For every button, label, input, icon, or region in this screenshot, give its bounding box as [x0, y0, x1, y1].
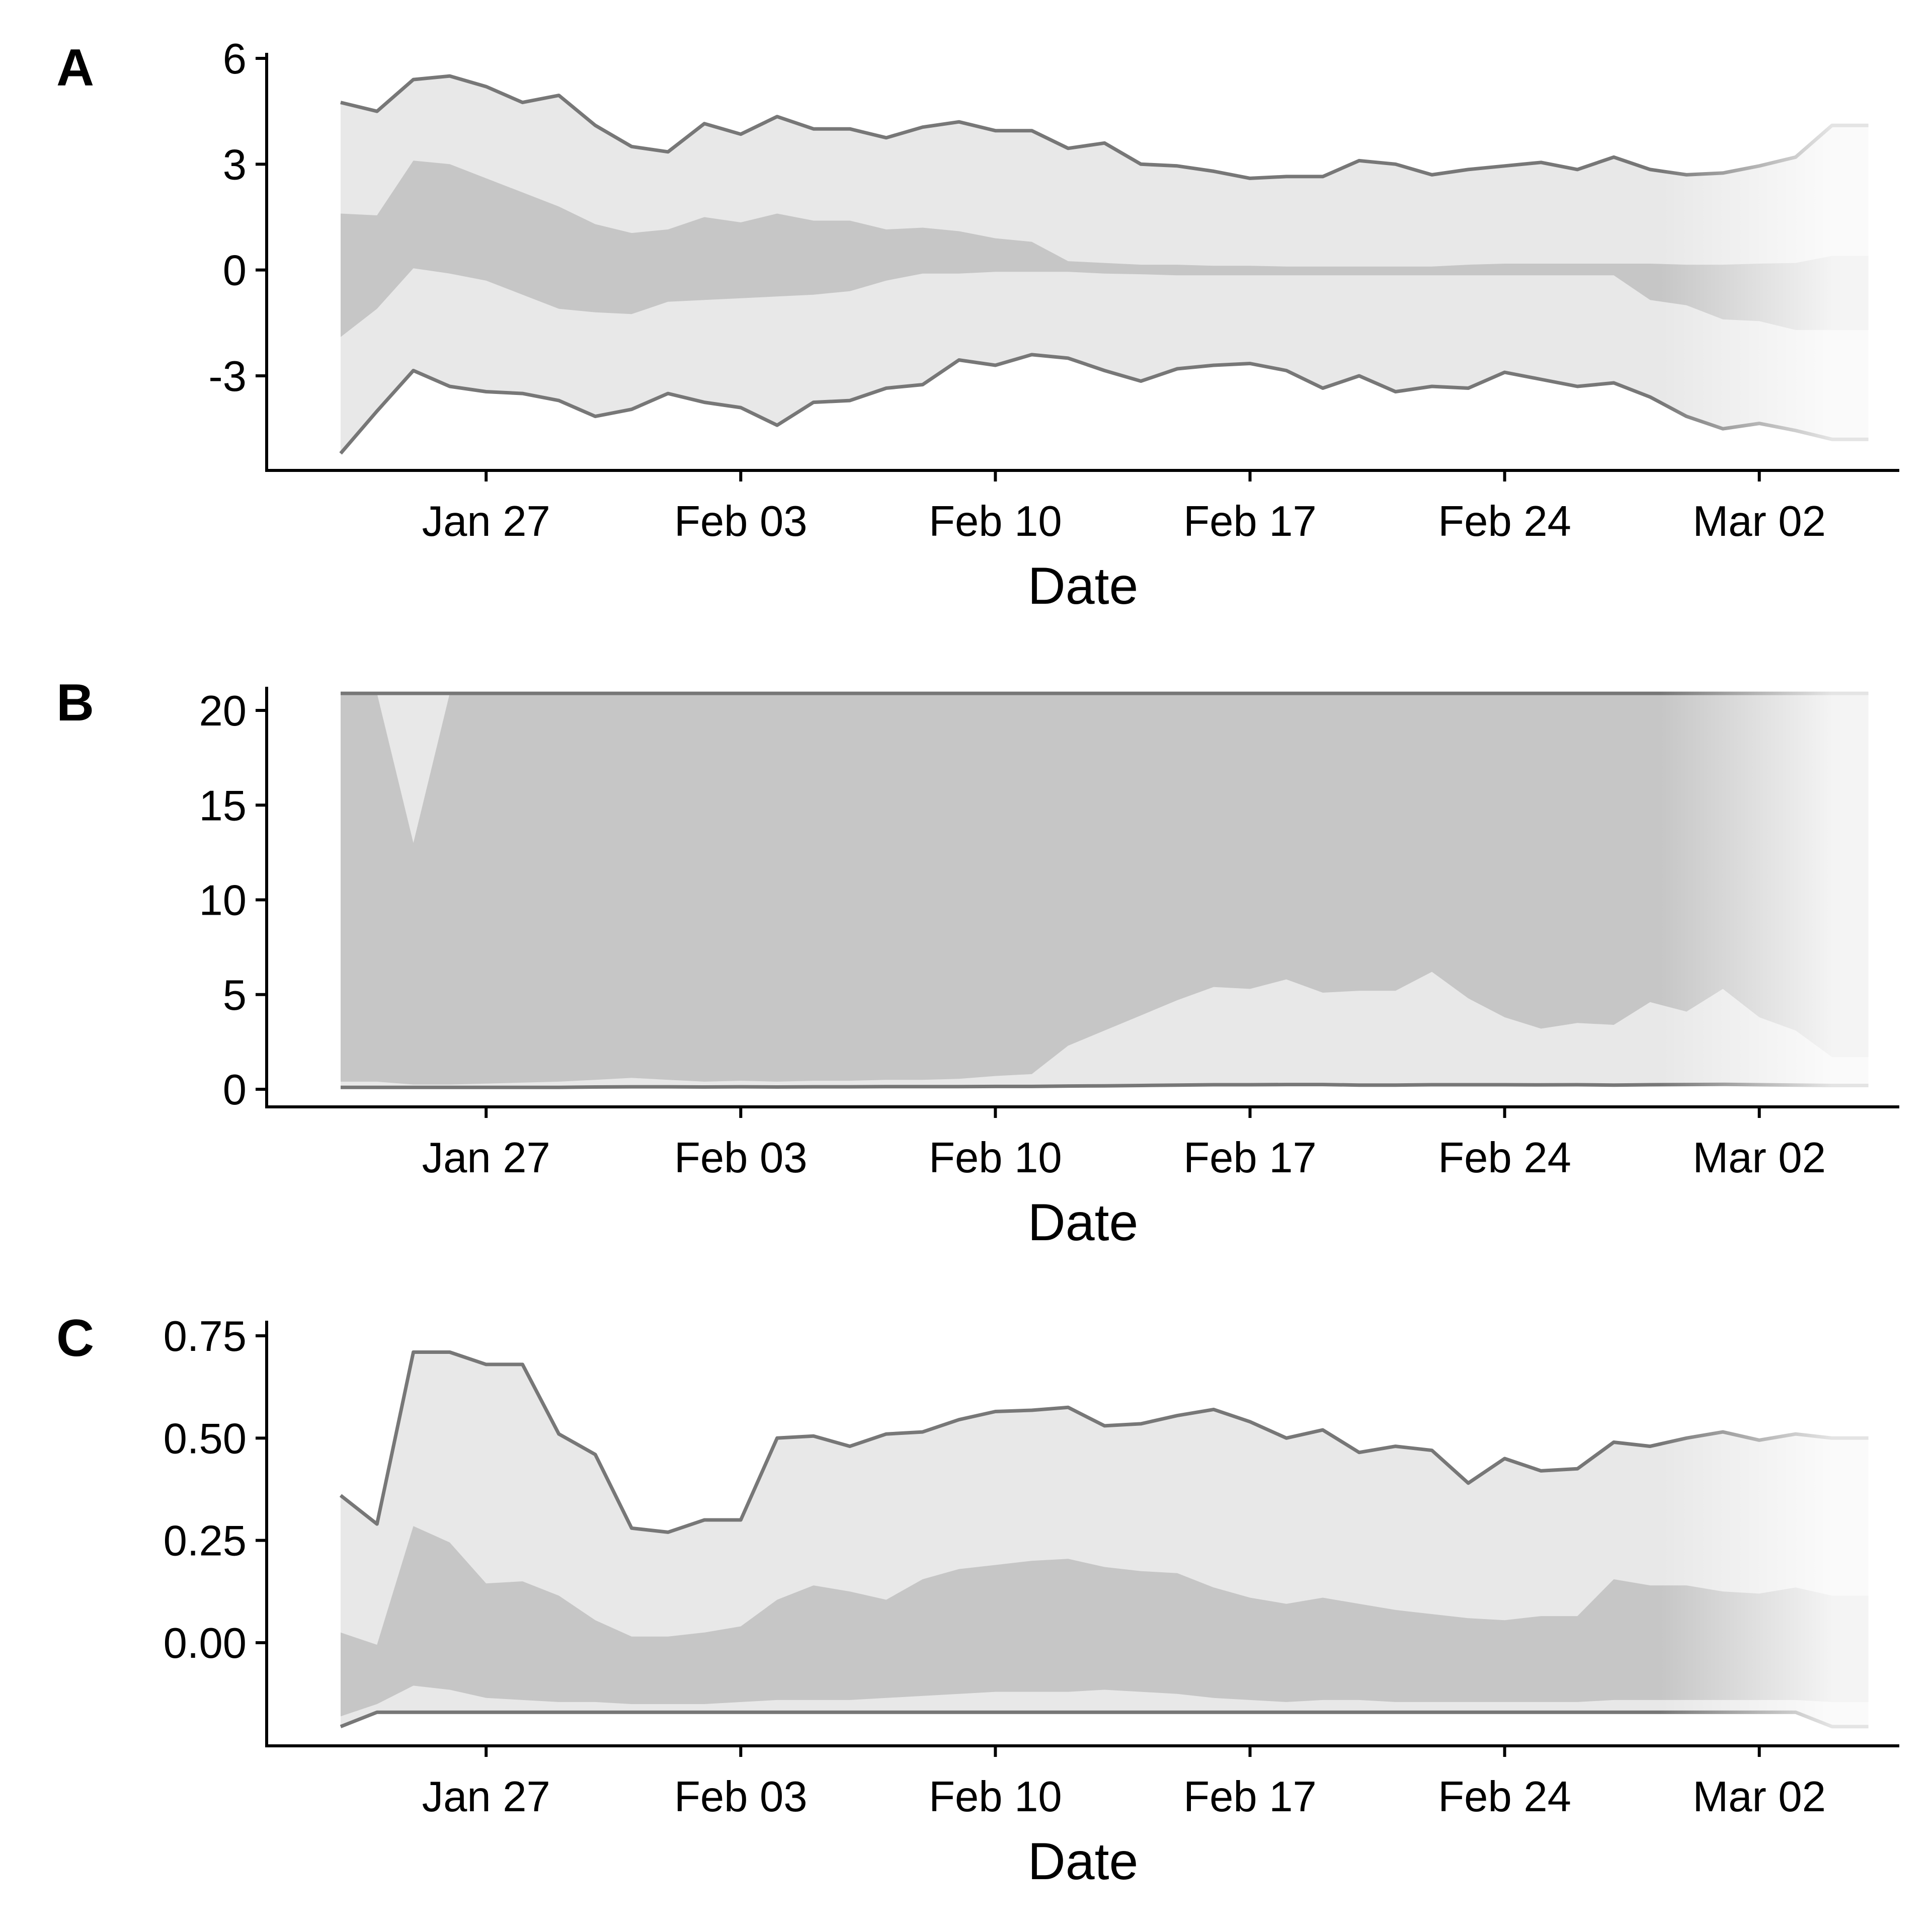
panel-c-y-tick-label: 0.50: [164, 1415, 247, 1463]
panel-a-x-tick-label: Feb 17: [1183, 498, 1317, 545]
panel-c-y-tick-label: 0.25: [164, 1517, 247, 1565]
panel-c-tag: C: [56, 1309, 94, 1367]
panel-a-tag: A: [56, 39, 94, 97]
panel-b-x-tick-label: Feb 24: [1438, 1134, 1571, 1182]
panel-c: C 0.75 0.50 0.25 0.00 Jan 27 Feb 03 Feb 10 Feb 1…: [56, 1309, 1899, 1891]
panel-c-recent-fade: [1468, 1311, 1873, 1736]
panel-b-x-tick-label: Feb 10: [929, 1134, 1062, 1182]
panel-c-x-tick-label: Feb 17: [1183, 1773, 1317, 1821]
panel-c-x-axis-title: Date: [1028, 1832, 1139, 1891]
panel-a-x-tick-label: Feb 03: [674, 498, 808, 545]
panel-c-x-tick-label: Mar 02: [1693, 1773, 1826, 1821]
panel-b-x-axis-title: Date: [1028, 1193, 1139, 1252]
panel-c-y-tick-label: 0.00: [164, 1620, 247, 1667]
panel-b-x-tick-label: Feb 03: [674, 1134, 808, 1182]
panel-a-x-tick-label: Feb 24: [1438, 498, 1571, 545]
panel-b-x-tick-label: Jan 27: [422, 1134, 550, 1182]
panel-a-inner-band: [341, 160, 1869, 337]
panel-a-y-tick-label: 0: [223, 247, 247, 295]
panel-c-x-tick-label: Feb 03: [674, 1773, 808, 1821]
panel-b-y-tick-label: 20: [199, 687, 247, 735]
panel-c-x-tick-label: Feb 10: [929, 1773, 1062, 1821]
panel-b: B 20 15 10 5 0 Jan 27 Feb 03 Feb 10 Feb 17 Feb 24 M…: [56, 674, 1899, 1252]
panel-b-y-tick-label: 0: [223, 1066, 247, 1114]
panel-b-tag: B: [56, 674, 94, 732]
panel-c-y-tick-label: 0.75: [164, 1313, 247, 1360]
panel-a-y-tick-label: 3: [223, 141, 247, 189]
panel-b-y-tick-label: 15: [199, 782, 247, 830]
panel-a-y-tick-label: 6: [223, 35, 247, 83]
panel-a-y-tick-label: -3: [208, 353, 247, 400]
panel-c-x-tick-label: Feb 24: [1438, 1773, 1571, 1821]
panel-c-x-tick-label: Jan 27: [422, 1773, 550, 1821]
panel-a: A 6 3 0 -3 Jan 27 Feb 03 Feb 10 Feb 17 Feb 24 Mar …: [56, 35, 1899, 615]
panel-a-x-tick-label: Feb 10: [929, 498, 1062, 545]
panel-b-x-tick-label: Feb 17: [1183, 1134, 1317, 1182]
panel-b-y-tick-label: 5: [223, 972, 247, 1019]
panel-b-x-tick-label: Mar 02: [1693, 1134, 1826, 1182]
panel-a-x-tick-label: Jan 27: [422, 498, 550, 545]
panel-a-recent-fade: [1468, 43, 1873, 460]
panel-b-y-tick-label: 10: [199, 877, 247, 925]
panel-a-x-axis-title: Date: [1028, 557, 1139, 615]
panel-a-x-tick-label: Mar 02: [1693, 498, 1826, 545]
panel-b-recent-fade: [1468, 677, 1873, 1097]
